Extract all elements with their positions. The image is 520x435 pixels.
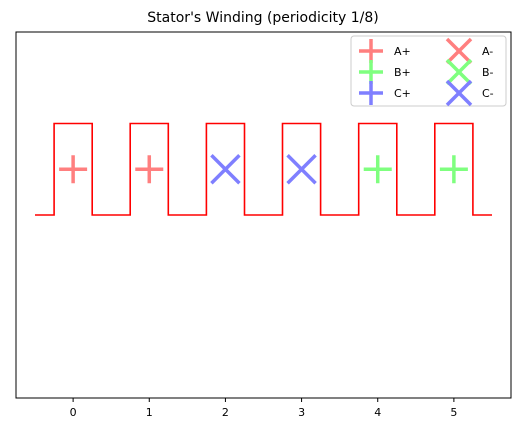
plot-area	[35, 122, 492, 216]
legend-label: A+	[394, 45, 411, 58]
x-axis: 0 1 2 3 4 5	[70, 398, 457, 419]
marker-cminus-0	[210, 154, 241, 185]
legend: A+ B+ C+ A- B- C-	[350, 35, 507, 107]
legend-box	[350, 35, 507, 107]
legend-marker-5	[445, 79, 473, 107]
marker-bplus-1	[439, 155, 468, 184]
x-tick-label: 4	[374, 406, 381, 419]
legend-label: A-	[482, 45, 493, 58]
marker-bplus-0	[363, 155, 392, 184]
legend-label: C+	[394, 87, 411, 100]
x-tick-label: 3	[298, 406, 305, 419]
marker-aplus-1	[135, 155, 164, 184]
legend-marker-3	[445, 37, 473, 65]
legend-marker-1	[359, 60, 383, 84]
marker-cminus-1	[286, 154, 317, 185]
legend-marker-2	[359, 81, 383, 105]
winding-outline-line	[35, 122, 492, 216]
legend-label: B-	[482, 66, 494, 79]
x-tick-label: 2	[222, 406, 229, 419]
legend-label: C-	[482, 87, 494, 100]
marker-aplus-0	[59, 155, 88, 184]
legend-label: B+	[394, 66, 411, 79]
x-tick-label: 5	[450, 406, 457, 419]
axes-frame	[15, 31, 512, 399]
legend-marker-0	[359, 39, 383, 63]
chart-title: Stator's Winding (periodicity 1/8)	[147, 10, 378, 26]
x-tick-label: 0	[70, 406, 77, 419]
x-tick-label: 1	[146, 406, 153, 419]
legend-marker-4	[445, 58, 473, 86]
